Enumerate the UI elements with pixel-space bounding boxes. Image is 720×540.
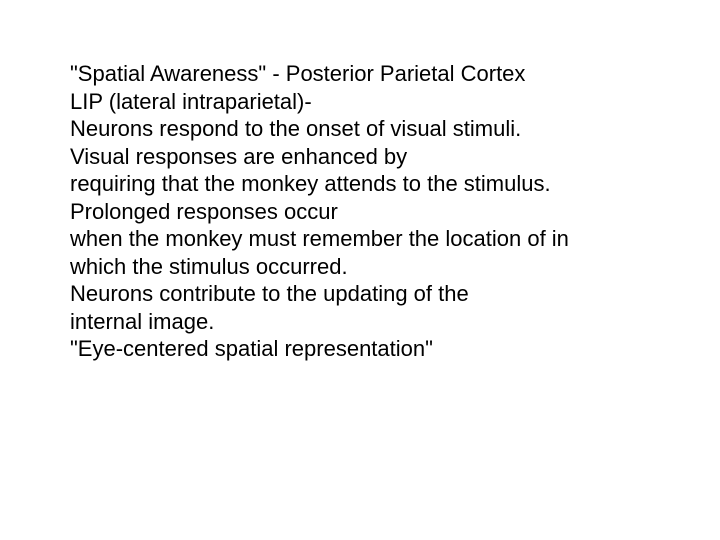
text-line: requiring that the monkey attends to the…	[70, 170, 670, 198]
text-line: LIP (lateral intraparietal)-	[70, 88, 670, 116]
body-text-block: "Spatial Awareness" - Posterior Parietal…	[70, 60, 670, 363]
text-line: "Spatial Awareness" - Posterior Parietal…	[70, 60, 670, 88]
text-line: Visual responses are enhanced by	[70, 143, 670, 171]
slide: "Spatial Awareness" - Posterior Parietal…	[0, 0, 720, 540]
text-line: "Eye-centered spatial representation"	[70, 335, 670, 363]
text-line: which the stimulus occurred.	[70, 253, 670, 281]
text-line: Neurons contribute to the updating of th…	[70, 280, 670, 308]
text-line: internal image.	[70, 308, 670, 336]
text-line: when the monkey must remember the locati…	[70, 225, 670, 253]
text-line: Prolonged responses occur	[70, 198, 670, 226]
text-line: Neurons respond to the onset of visual s…	[70, 115, 670, 143]
